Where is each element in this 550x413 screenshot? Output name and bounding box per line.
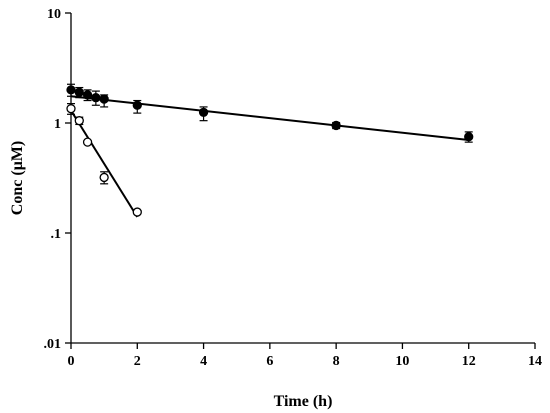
x-tick-label: 14	[528, 354, 542, 369]
open-point	[66, 104, 76, 114]
y-tick-label: 1	[54, 117, 61, 132]
y-tick-label: 10	[47, 7, 61, 22]
y-tick-label: .01	[44, 337, 62, 352]
filled-point	[132, 100, 142, 110]
x-tick-label: 10	[395, 354, 409, 369]
y-tick-label: .1	[51, 227, 62, 242]
fit-line-series-2	[70, 109, 139, 218]
x-tick-label: 12	[462, 354, 476, 369]
x-tick-label: 2	[134, 354, 141, 369]
filled-point	[464, 132, 474, 142]
open-point	[74, 116, 84, 126]
x-tick-label: 6	[266, 354, 273, 369]
filled-point	[91, 93, 101, 103]
filled-point	[82, 90, 93, 100]
x-tick-label: 4	[200, 354, 207, 369]
open-point	[99, 172, 109, 183]
filled-point	[198, 107, 209, 117]
fit-line-series-1	[70, 95, 469, 142]
open-point	[82, 137, 93, 147]
filled-point	[74, 87, 84, 97]
fit-lines	[70, 95, 469, 218]
filled-point	[66, 85, 76, 95]
x-axis-title: Time (h)	[274, 393, 333, 410]
axes: 0 2 4 6 8 10 12 14 .01 .1 1 10	[44, 7, 543, 369]
open-point	[132, 207, 142, 217]
filled-point	[99, 94, 109, 104]
x-tick-label: 8	[333, 354, 340, 369]
y-axis-title: Conc (μM)	[9, 141, 26, 215]
filled-point	[331, 120, 341, 131]
data-points	[66, 85, 474, 217]
x-tick-label: 0	[68, 354, 75, 369]
